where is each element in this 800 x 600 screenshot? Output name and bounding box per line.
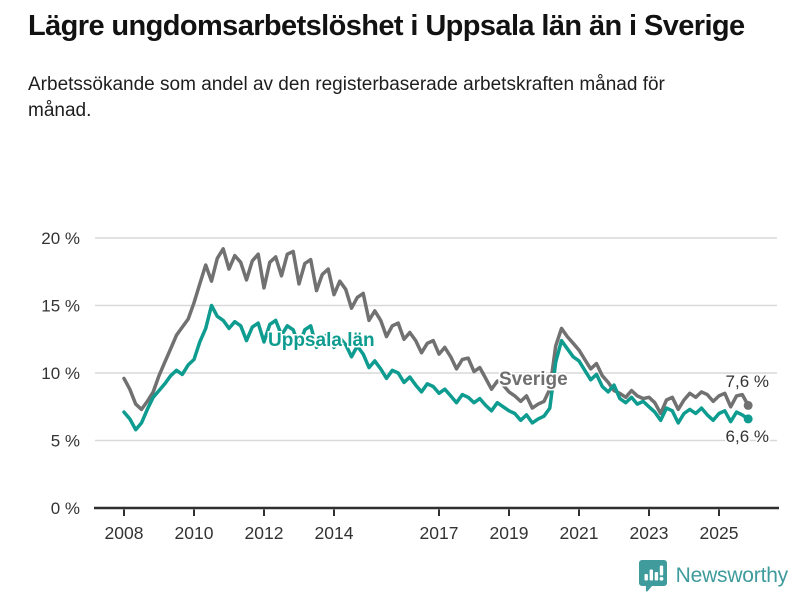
x-tick-label: 2010	[175, 523, 214, 543]
newsworthy-logo: Newsworthy	[638, 559, 788, 592]
series-line-uppsala-l-n	[122, 303, 750, 432]
newsworthy-wordmark: Newsworthy	[675, 563, 789, 587]
x-tick-label: 2008	[105, 523, 144, 543]
chart-header: Lägre ungdomsarbetslöshet i Uppsala län …	[28, 8, 772, 125]
series-end-dot-uppsala-l-n	[743, 414, 753, 424]
x-tick-label: 2019	[490, 523, 529, 543]
end-value-uppsala-lan: 6,6 %	[725, 427, 769, 446]
x-tick-label: 2025	[700, 523, 739, 543]
x-tick-label: 2023	[630, 523, 669, 543]
series-line-sverige	[122, 247, 750, 416]
x-tick-label: 2017	[420, 523, 459, 543]
x-tick-label: 2014	[315, 523, 354, 543]
chart-subtitle: Arbetssökande som andel av den registerb…	[28, 73, 665, 122]
end-value-sverige: 7,6 %	[725, 372, 769, 391]
x-tick-label: 2021	[560, 523, 599, 543]
y-tick-label: 10 %	[41, 364, 80, 383]
series-label-sverige: Sverige	[499, 369, 568, 390]
page-title: Lägre ungdomsarbetslöshet i Uppsala län …	[28, 10, 745, 42]
x-tick-label: 2012	[245, 523, 284, 543]
y-tick-label: 20 %	[41, 229, 80, 248]
series-label-uppsala-lan: Uppsala län	[268, 330, 375, 351]
y-tick-label: 0 %	[51, 499, 80, 518]
series-end-dot-sverige	[743, 400, 753, 410]
y-tick-label: 5 %	[51, 432, 80, 451]
newsworthy-logo-icon	[638, 560, 667, 592]
y-tick-label: 15 %	[41, 297, 80, 316]
